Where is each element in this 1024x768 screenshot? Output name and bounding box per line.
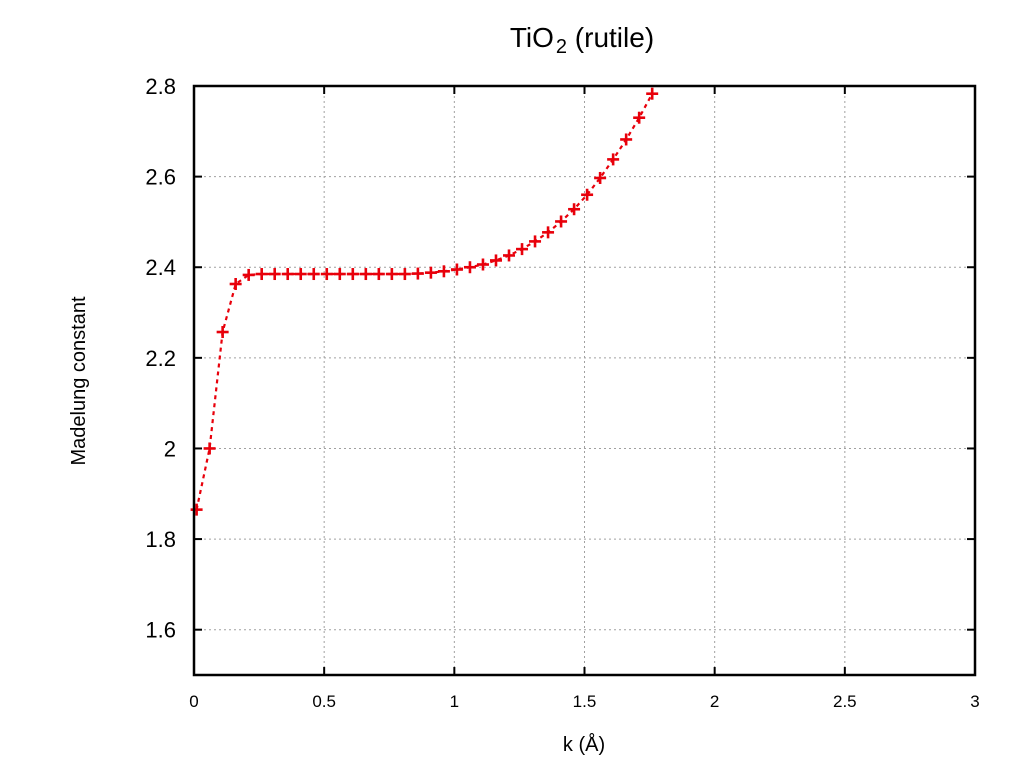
data-point [411, 267, 424, 280]
series-group [190, 87, 659, 516]
data-point [581, 188, 594, 201]
y-tick-label: 2 [164, 436, 176, 461]
y-tick-label: 1.6 [145, 618, 176, 643]
y-tick-label: 2.4 [145, 255, 176, 280]
data-point [542, 226, 555, 239]
data-point [203, 442, 216, 455]
plot-frame [192, 84, 977, 677]
grid [194, 86, 975, 675]
data-point [607, 153, 620, 166]
data-point [294, 268, 307, 281]
x-tick-label: 2.5 [833, 692, 857, 711]
x-tick-label: 0 [189, 692, 198, 711]
y-tick-label: 2.6 [145, 165, 176, 190]
data-point [346, 268, 359, 281]
data-point [333, 268, 346, 281]
data-point [359, 268, 372, 281]
data-point [516, 243, 529, 256]
data-point [281, 268, 294, 281]
data-point [242, 268, 255, 281]
data-point [385, 268, 398, 281]
data-point [398, 268, 411, 281]
data-point [476, 258, 489, 271]
data-point [555, 215, 568, 228]
data-point [620, 133, 633, 146]
data-point [307, 268, 320, 281]
chart-title: TiO 2 (rutile) [510, 22, 654, 58]
series-line [195, 93, 654, 510]
data-point [489, 254, 502, 267]
data-point [255, 268, 268, 281]
chart-title-main: TiO [510, 22, 554, 53]
y-tick-label: 1.8 [145, 527, 176, 552]
x-tick-label: 1.5 [573, 692, 597, 711]
data-point [216, 326, 229, 339]
data-point [320, 268, 333, 281]
x-axis-label: k (Å) [563, 733, 605, 756]
data-point [529, 235, 542, 248]
data-point [424, 266, 437, 279]
data-point [190, 503, 203, 516]
x-tick-label: 3 [970, 692, 979, 711]
data-point [633, 111, 646, 124]
data-point [463, 261, 476, 274]
x-tick-label: 1 [450, 692, 459, 711]
x-tick-label: 0.5 [312, 692, 336, 711]
y-tick-label: 2.2 [145, 346, 176, 371]
chart-title-subscript: 2 [556, 36, 567, 58]
data-point [229, 277, 242, 290]
data-point [268, 268, 281, 281]
x-tick-label: 2 [710, 692, 719, 711]
data-point [503, 249, 516, 262]
y-tick-label: 2.8 [145, 74, 176, 99]
data-point [594, 171, 607, 184]
data-point [568, 203, 581, 216]
data-point [646, 87, 659, 100]
y-axis-label: Madelung constant [68, 296, 90, 465]
data-point [437, 265, 450, 278]
chart-title-suffix: (rutile) [567, 22, 654, 53]
tick-labels: 0 0.5 1 1.5 2 2.5 3 1.6 1.8 2 2.2 2.4 2.6 2.8 [145, 74, 979, 711]
data-point [450, 263, 463, 276]
data-point [372, 268, 385, 281]
